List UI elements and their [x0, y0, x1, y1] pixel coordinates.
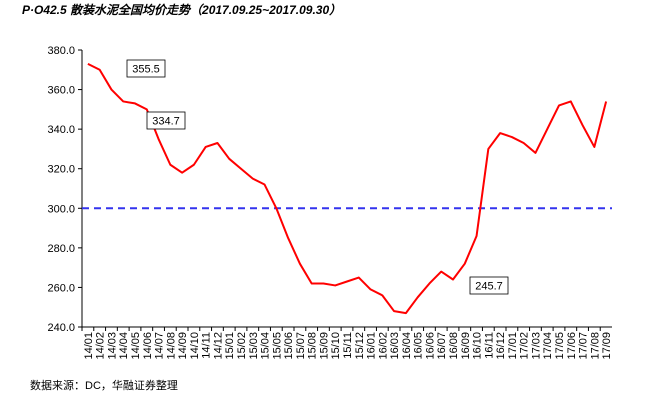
- annotation: 355.5: [132, 64, 160, 76]
- x-tick-label: 17/09: [601, 332, 613, 360]
- y-tick-label: 340.0: [47, 124, 75, 136]
- y-tick-label: 300.0: [47, 203, 75, 215]
- x-tick-label: 17/02: [519, 332, 531, 360]
- chart-title: P·O42.5 散装水泥全国均价走势（2017.09.25~2017.09.30…: [22, 3, 341, 17]
- x-tick-label: 15/01: [224, 332, 236, 360]
- x-tick-label: 16/12: [495, 332, 507, 360]
- x-tick-label: 14/11: [201, 332, 213, 359]
- x-tick-label: 14/09: [177, 332, 189, 360]
- x-tick-label: 14/12: [212, 332, 224, 360]
- x-tick-label: 14/01: [83, 332, 95, 360]
- x-tick-label: 16/03: [389, 332, 401, 360]
- x-tick-label: 14/07: [154, 332, 166, 360]
- annotation-box: [146, 111, 186, 130]
- x-tick-label: 16/10: [472, 332, 484, 360]
- x-tick-label: 15/06: [283, 332, 295, 360]
- x-tick-label: 15/09: [318, 332, 330, 360]
- x-tick-label: 17/06: [566, 332, 578, 360]
- y-tick-label: 280.0: [47, 243, 75, 255]
- x-tick-label: 16/04: [401, 332, 413, 360]
- x-tick-label: 14/04: [118, 332, 130, 360]
- x-tick-label: 14/08: [165, 332, 177, 360]
- y-tick-label: 260.0: [47, 282, 75, 294]
- annotation-box: [126, 59, 166, 78]
- x-tick-label: 15/03: [248, 332, 260, 360]
- x-tick-label: 15/11: [342, 332, 354, 359]
- x-tick-label: 15/08: [307, 332, 319, 360]
- x-tick-label: 17/03: [530, 332, 542, 360]
- x-tick-label: 15/05: [271, 332, 283, 360]
- x-tick-label: 16/09: [460, 332, 472, 360]
- annotation-box: [469, 276, 509, 295]
- x-tick-label: 15/10: [330, 332, 342, 360]
- x-tick-label: 16/08: [448, 332, 460, 360]
- source-note: 数据来源：DC，华融证券整理: [30, 378, 178, 392]
- x-tick-label: 15/04: [260, 332, 272, 360]
- x-tick-label: 16/05: [413, 332, 425, 360]
- x-tick-label: 17/04: [542, 332, 554, 360]
- x-tick-label: 15/02: [236, 332, 248, 360]
- x-tick-label: 17/07: [578, 332, 590, 360]
- x-tick-label: 14/02: [95, 332, 107, 360]
- data-line: [87, 62, 608, 315]
- x-tick-label: 14/10: [189, 332, 201, 360]
- x-tick-label: 17/08: [589, 332, 601, 360]
- x-tick-label: 16/02: [377, 332, 389, 360]
- x-tick-label: 16/06: [424, 332, 436, 360]
- annotation: 245.7: [475, 281, 503, 293]
- annotation: 334.7: [152, 116, 180, 128]
- y-tick-label: 380.0: [47, 45, 75, 57]
- x-tick-label: 16/01: [366, 332, 378, 360]
- x-tick-label: 14/03: [106, 332, 118, 360]
- x-tick-label: 17/05: [554, 332, 566, 360]
- x-tick-label: 15/12: [354, 332, 366, 360]
- y-tick-label: 360.0: [47, 85, 75, 97]
- y-tick-label: 320.0: [47, 164, 75, 176]
- x-tick-label: 14/05: [130, 332, 142, 360]
- x-tick-label: 16/07: [436, 332, 448, 360]
- y-tick-label: 240.0: [47, 322, 75, 334]
- x-tick-label: 17/01: [507, 332, 519, 360]
- x-tick-label: 15/07: [295, 332, 307, 360]
- x-tick-label: 16/11: [483, 332, 495, 359]
- x-tick-label: 14/06: [142, 332, 154, 360]
